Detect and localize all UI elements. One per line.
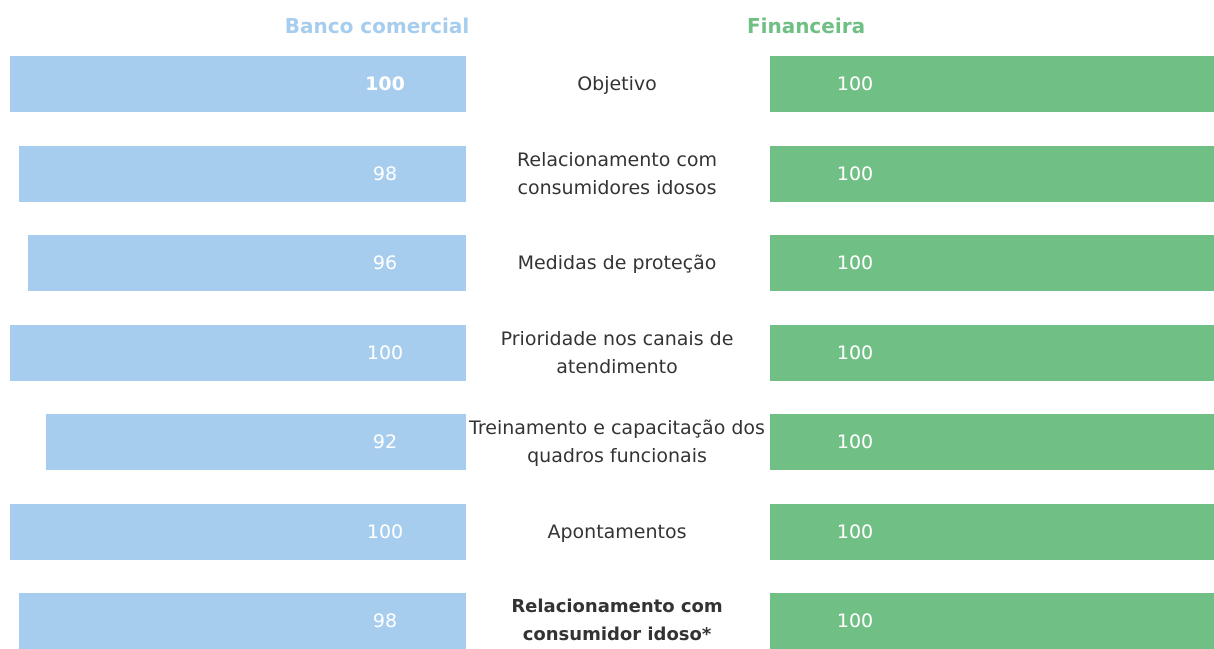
bar [19, 593, 466, 649]
value-label: 98 [372, 610, 398, 632]
bar [770, 503, 1214, 560]
value-label: 100 [365, 73, 405, 95]
bar [10, 56, 466, 112]
value-label: 100 [836, 252, 874, 274]
bar [770, 324, 1214, 381]
bar [770, 414, 1214, 470]
category-label: Relacionamento com consumidores idosos [517, 148, 717, 199]
bar [770, 56, 1214, 112]
bar [46, 414, 466, 470]
legend-title: Financeira [746, 14, 866, 38]
category-label: Medidas de proteção [517, 252, 717, 274]
value-label: 100 [836, 341, 874, 364]
value-label: 92 [372, 431, 398, 453]
value-label: 98 [372, 162, 398, 185]
bar [770, 593, 1214, 649]
value-label: 96 [372, 252, 398, 274]
value-label: 100 [836, 162, 874, 185]
value-label: 100 [366, 520, 404, 543]
category-label: Relacionamento com consumidor idoso* [511, 596, 723, 645]
category-label: Apontamentos [547, 520, 687, 543]
value-label: 100 [836, 520, 874, 543]
bar [10, 503, 466, 560]
legend-title: Banco comercial [284, 14, 470, 38]
bar [10, 324, 466, 381]
value-label: 100 [836, 431, 874, 453]
category-label: Prioridade nos canais de atendimento [500, 327, 734, 378]
value-label: 100 [836, 610, 874, 632]
category-label: Treinamento e capacitação dos quadros fu… [469, 417, 765, 467]
bar [19, 145, 466, 202]
bar [28, 235, 466, 291]
value-label: 100 [836, 73, 874, 95]
bar [770, 235, 1214, 291]
value-label: 100 [366, 341, 404, 364]
bar [770, 145, 1214, 202]
category-label: Objetivo [577, 73, 657, 95]
